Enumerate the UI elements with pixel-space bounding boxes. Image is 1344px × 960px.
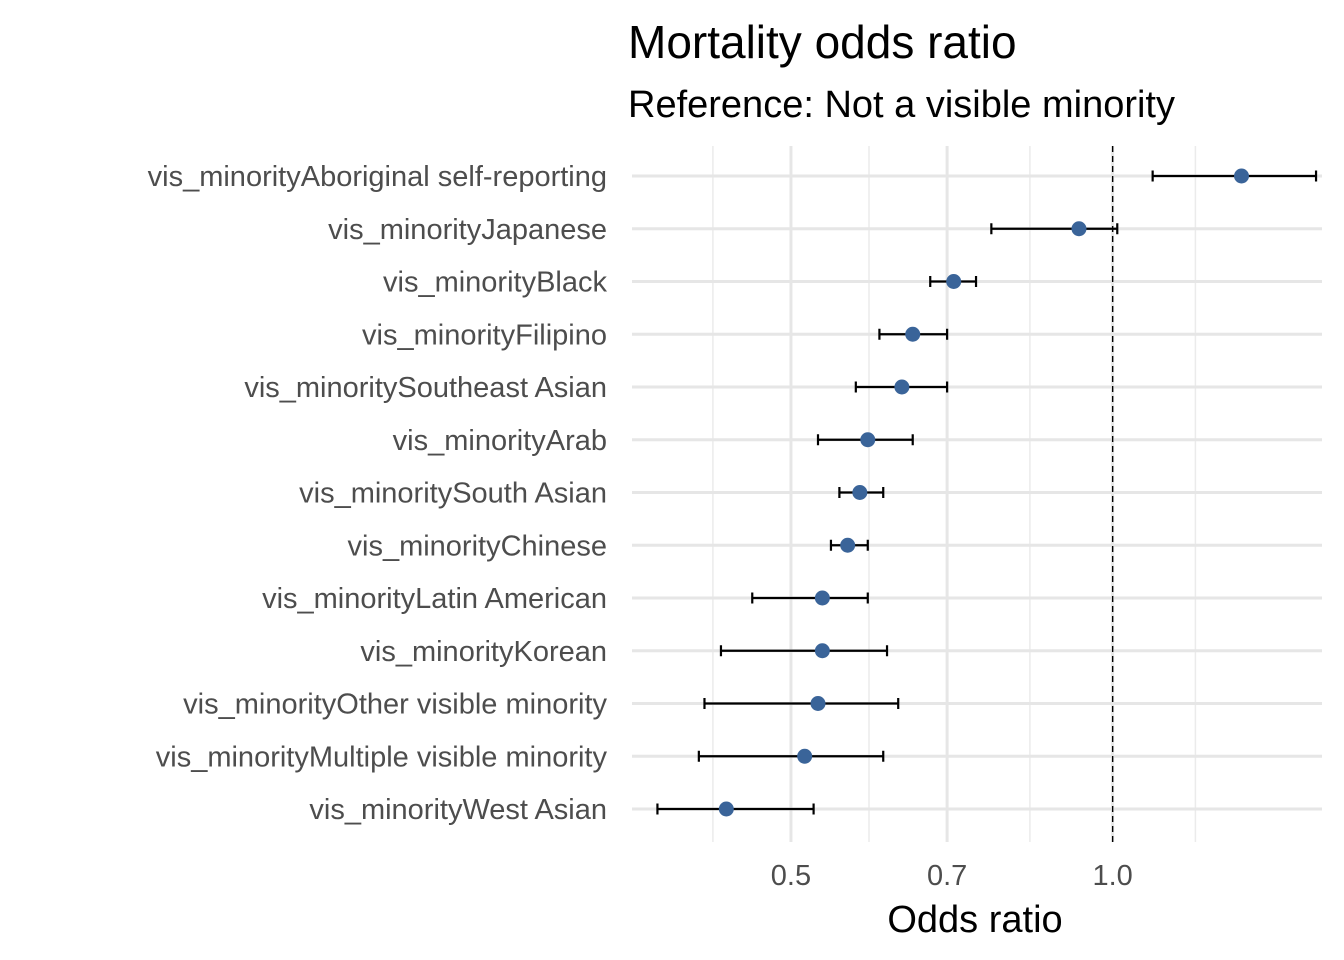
y-tick-label: vis_minorityWest Asian <box>309 794 607 826</box>
chart-subtitle: Reference: Not a visible minority <box>628 84 1175 126</box>
estimate-point <box>814 643 830 659</box>
estimate-point <box>1234 168 1250 184</box>
estimate-point <box>810 696 826 711</box>
y-tick-label: vis_minorityAboriginal self-reporting <box>148 161 607 193</box>
y-tick-label: vis_minorityOther visible minority <box>183 689 607 721</box>
y-tick-label: vis_minoritySoutheast Asian <box>244 372 607 404</box>
estimate-row <box>1151 168 1318 184</box>
x-axis-label: Odds ratio <box>887 899 1062 941</box>
estimate-row <box>990 221 1119 237</box>
estimate-row <box>697 748 885 764</box>
estimate-point <box>860 432 876 448</box>
estimate-point <box>814 590 830 606</box>
estimate-row <box>751 590 869 606</box>
estimate-row <box>816 432 914 448</box>
estimate-point <box>718 801 734 817</box>
estimate-row <box>838 485 885 500</box>
y-tick-label: vis_minorityArab <box>393 425 607 457</box>
estimate-row <box>829 537 869 553</box>
y-tick-label: vis_minorityFilipino <box>362 319 607 351</box>
y-tick-label: vis_minorityLatin American <box>262 583 607 615</box>
y-tick-label: vis_minorityJapanese <box>328 214 607 246</box>
y-tick-label: vis_minorityMultiple visible minority <box>156 741 608 773</box>
x-tick-labels: 0.5 0.7 1.0 <box>771 860 1133 892</box>
data-marks <box>656 168 1318 817</box>
gridlines <box>632 146 1322 842</box>
y-tick-labels: vis_minorityAboriginal self-reporting vis… <box>148 161 608 826</box>
estimate-point <box>840 537 856 553</box>
x-tick-label: 0.5 <box>771 860 811 892</box>
estimate-point <box>946 274 962 289</box>
estimate-row <box>929 274 978 289</box>
estimate-point <box>1071 221 1087 237</box>
estimate-point <box>852 485 868 500</box>
y-tick-label: vis_minoritySouth Asian <box>299 478 607 510</box>
y-tick-label: vis_minorityBlack <box>383 267 607 299</box>
x-tick-label: 0.7 <box>927 860 967 892</box>
estimate-row <box>719 643 889 659</box>
estimate-point <box>894 379 910 395</box>
estimate-row <box>703 696 900 711</box>
estimate-point <box>797 748 813 764</box>
estimate-row <box>656 801 815 817</box>
y-tick-label: vis_minorityChinese <box>348 530 608 562</box>
estimate-point <box>905 326 921 342</box>
chart-title: Mortality odds ratio <box>628 16 1017 68</box>
y-tick-label: vis_minorityKorean <box>360 636 607 668</box>
estimate-row <box>878 326 949 342</box>
x-tick-label: 1.0 <box>1092 860 1132 892</box>
estimate-row <box>854 379 949 395</box>
